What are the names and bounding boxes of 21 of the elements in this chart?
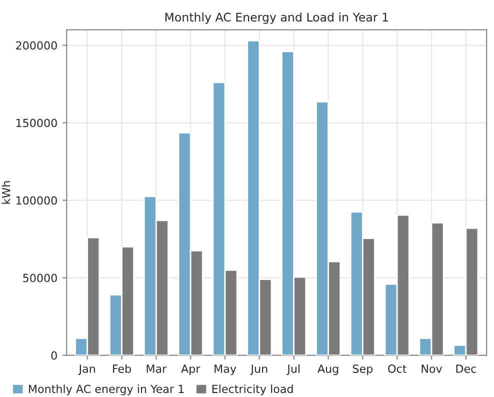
legend-label: Electricity load bbox=[212, 384, 293, 396]
x-tick-label: Jul bbox=[286, 364, 300, 376]
x-tick-label: Jan bbox=[78, 364, 95, 376]
x-tick-label: Mar bbox=[146, 364, 167, 373]
x-tick-label: Nov bbox=[422, 364, 442, 373]
chart-title: Monthly AC Energy and Load in Year 1 bbox=[165, 12, 388, 24]
y-tick-label: 150000 bbox=[16, 118, 57, 128]
x-tick-label: Aug bbox=[318, 364, 338, 376]
x-tick-label: Apr bbox=[181, 364, 200, 376]
y-tick-label: 200000 bbox=[16, 41, 57, 50]
x-tick-label: Sep bbox=[352, 364, 373, 376]
y-tick-label: 50000 bbox=[23, 274, 57, 282]
x-tick-label: Feb bbox=[113, 364, 131, 373]
legend-label: Monthly AC energy in Year 1 bbox=[28, 384, 184, 396]
y-axis-title: kWh bbox=[2, 181, 10, 204]
x-tick-label: Jun bbox=[250, 364, 268, 376]
x-tick-label: Dec bbox=[456, 364, 476, 373]
x-tick-label: Oct bbox=[388, 364, 406, 373]
x-tick-label: May bbox=[214, 364, 236, 376]
y-tick-label: 100000 bbox=[16, 196, 57, 205]
y-tick-label: 0 bbox=[51, 351, 57, 360]
